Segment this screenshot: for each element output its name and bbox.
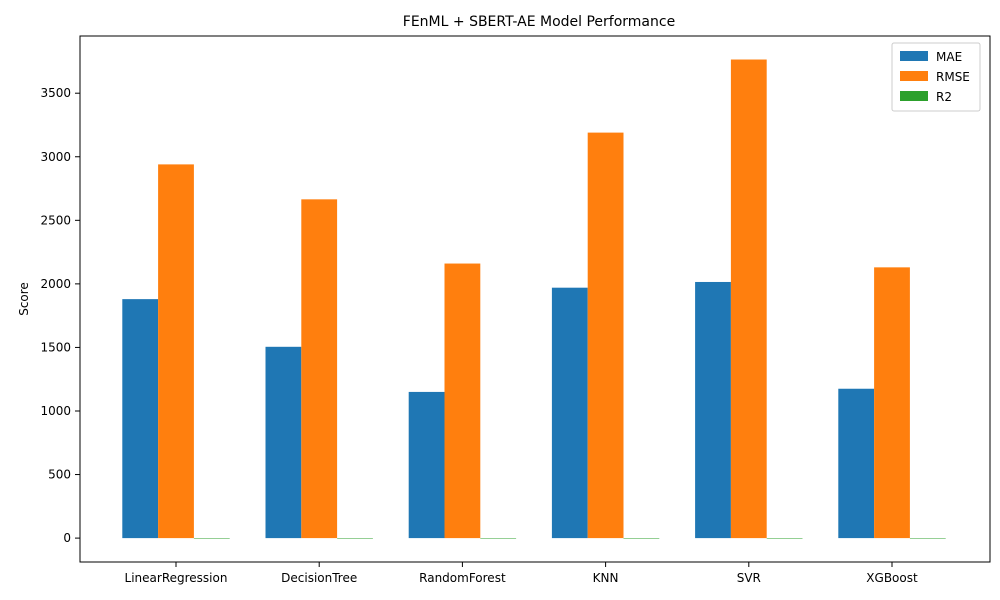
y-tick-label: 1000 (40, 404, 71, 418)
legend-swatch-r2 (900, 91, 928, 101)
y-axis-label: Score (17, 282, 31, 316)
bar-rmse-xgboost (874, 267, 910, 539)
plot-frame (79, 35, 991, 563)
y-tick-label: 2000 (40, 277, 71, 291)
x-tick-label: RandomForest (419, 571, 506, 585)
bar-r2-knn (623, 538, 660, 539)
axes-layer (79, 35, 991, 563)
ticks-layer: 0 500 1000 1500 2000 2500 3000 3500 LinearRegres… (40, 86, 918, 585)
y-tick-label: 3000 (40, 150, 71, 164)
bar-mae-decisiontree (265, 346, 302, 539)
legend: MAE RMSE R2 (891, 42, 981, 112)
legend-label-rmse: RMSE (936, 70, 970, 84)
bar-rmse-svr (730, 59, 767, 539)
bar-mae-randomforest (408, 391, 445, 539)
y-tick-label: 0 (63, 531, 71, 545)
bar-mae-svr (695, 281, 731, 539)
bar-rmse-randomforest (444, 263, 481, 539)
bar-r2-decisiontree (337, 538, 373, 539)
x-tick-label: KNN (593, 571, 619, 585)
bar-mae-xgboost (838, 388, 875, 539)
x-tick-label: LinearRegression (125, 571, 228, 585)
y-tick-label: 500 (48, 468, 71, 482)
legend-label-mae: MAE (936, 50, 962, 64)
x-tick-label: SVR (737, 571, 761, 585)
bar-r2-xgboost (909, 538, 946, 539)
bars-layer (122, 59, 946, 539)
bar-rmse-decisiontree (301, 199, 338, 539)
bar-rmse-knn (587, 132, 624, 539)
bar-r2-linearregression (193, 538, 230, 539)
legend-label-r2: R2 (936, 90, 952, 104)
chart-title: FEnML + SBERT-AE Model Performance (403, 14, 675, 30)
bar-r2-randomforest (480, 538, 517, 539)
legend-swatch-mae (900, 51, 928, 61)
y-tick-label: 2500 (40, 213, 71, 227)
bar-mae-linearregression (122, 299, 159, 539)
bar-rmse-linearregression (158, 164, 194, 539)
y-tick-label: 3500 (40, 86, 71, 100)
x-tick-label: XGBoost (866, 571, 918, 585)
bar-r2-svr (766, 538, 803, 539)
legend-swatch-rmse (900, 71, 928, 81)
y-tick-label: 1500 (40, 340, 71, 354)
bar-mae-knn (551, 287, 588, 539)
x-tick-label: DecisionTree (281, 571, 357, 585)
